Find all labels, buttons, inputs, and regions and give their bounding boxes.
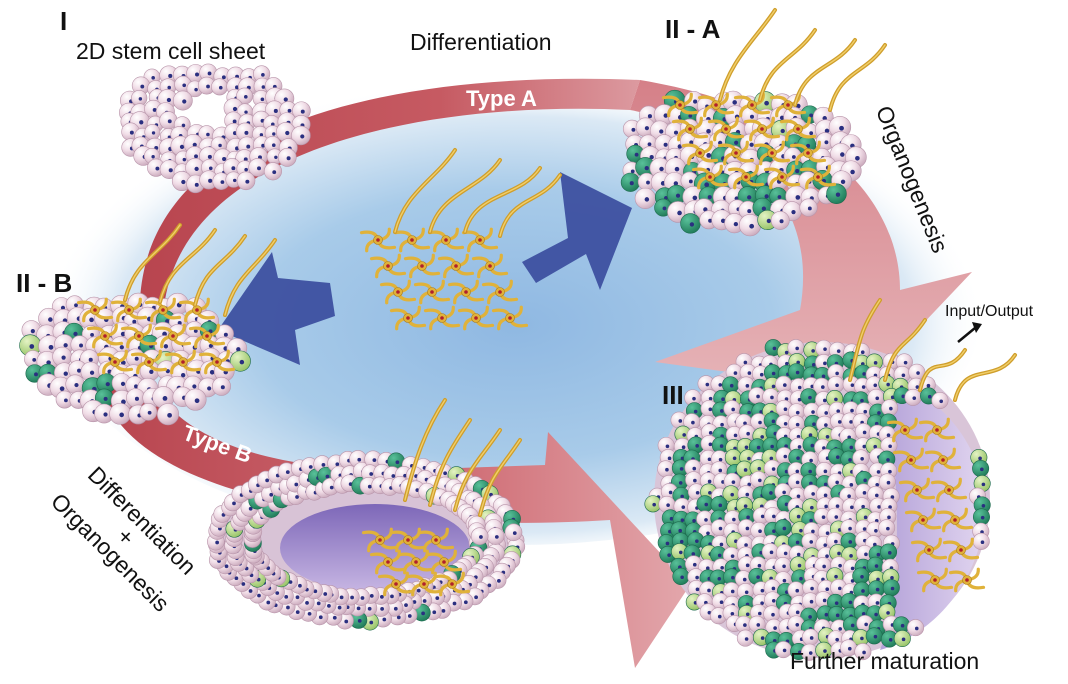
stage-i-label: I <box>60 6 68 36</box>
mature-organoid-sphere <box>644 339 991 661</box>
stage-iia-label: II - A <box>665 14 721 44</box>
sphere-axons <box>848 298 1017 402</box>
ii-b-neuron-network <box>76 297 236 375</box>
bowl-neuron-network <box>361 527 471 597</box>
blue-arrow-right <box>522 172 632 290</box>
type-a-arrow-right <box>630 80 972 390</box>
blue-arrows <box>218 172 632 365</box>
further-maturation-label: Further maturation <box>790 648 980 674</box>
blue-arrow-left <box>218 252 335 365</box>
type-a-arrow <box>140 78 640 300</box>
input-output-label: Input/Output <box>945 303 1034 320</box>
stem-sheet-label: 2D stem cell sheet <box>76 38 266 64</box>
sphere-neuron-network <box>886 417 986 593</box>
differentiation-top-label: Differentiation <box>410 29 552 55</box>
bowl-axons <box>403 398 522 517</box>
stage-iii-label: III <box>662 380 684 410</box>
ii-a-neuron-network <box>661 92 837 190</box>
stage-iib-label: II - B <box>16 268 73 298</box>
type-a-label: Type A <box>466 86 537 111</box>
center-axons <box>393 148 562 238</box>
bowl-organoid <box>207 450 526 631</box>
input-output-arrowhead <box>972 322 982 333</box>
ii-a-axons <box>718 8 887 112</box>
stem-cell-sheet <box>119 63 311 194</box>
ii-b-axons <box>123 223 277 317</box>
input-output-arrow <box>957 327 976 343</box>
center-neuron-network <box>359 227 529 331</box>
organoid-ii-b <box>19 292 251 426</box>
